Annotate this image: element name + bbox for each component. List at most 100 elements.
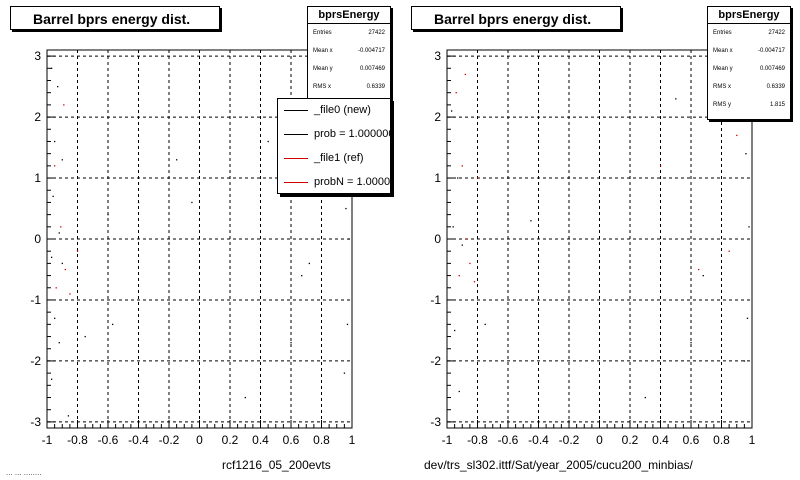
y-tick-label: 0 bbox=[34, 232, 41, 246]
y-tick-label: 1 bbox=[34, 171, 41, 185]
x-tick-label: -1 bbox=[442, 433, 453, 447]
scatter-point bbox=[746, 317, 749, 319]
legend-label: _file1 (ref) bbox=[314, 152, 364, 164]
scatter-point bbox=[461, 244, 463, 246]
scatter-point bbox=[301, 274, 303, 277]
y-tick-label: -3 bbox=[430, 415, 441, 429]
scatter-point bbox=[748, 226, 750, 228]
scatter-point bbox=[458, 274, 460, 277]
stats-value: 0.007469 bbox=[759, 66, 785, 72]
scatter-point bbox=[476, 177, 479, 179]
stats-value: 1.815 bbox=[769, 102, 785, 108]
scatter-point bbox=[457, 177, 459, 179]
scatter-point bbox=[466, 238, 468, 240]
scatter-point bbox=[343, 372, 346, 374]
stats-label: Entries bbox=[713, 30, 732, 36]
scatter-point bbox=[659, 165, 662, 167]
scatter-point bbox=[675, 98, 677, 100]
stats-value: 0.6339 bbox=[366, 84, 385, 90]
stats-label: Entries bbox=[313, 30, 332, 36]
scatter-point bbox=[450, 110, 453, 112]
right-stats-box: bprsEnergy Entries 27422 Mean x -0.00471… bbox=[707, 6, 791, 120]
stats-label: Mean y bbox=[713, 66, 733, 72]
scatter-point bbox=[54, 140, 56, 143]
legend-line-new bbox=[284, 110, 308, 111]
left-chart-title: Barrel bprs energy dist. bbox=[10, 6, 220, 30]
scatter-point bbox=[54, 165, 56, 167]
x-tick-label: 0.2 bbox=[622, 433, 639, 447]
scatter-point bbox=[346, 323, 349, 326]
scatter-point bbox=[191, 201, 193, 204]
x-tick-label: 0.8 bbox=[713, 433, 730, 447]
scatter-point bbox=[57, 85, 59, 88]
legend-line-new bbox=[284, 134, 308, 135]
scatter-point bbox=[454, 329, 456, 332]
legend-label: prob = 1.000000 bbox=[314, 128, 391, 140]
legend: _file0 (new) prob = 1.000000 _file1 (ref… bbox=[277, 98, 391, 194]
left-footer-caption: rcf1216_05_200evts bbox=[222, 458, 331, 472]
scatter-point bbox=[50, 67, 53, 69]
scatter-point bbox=[455, 92, 457, 94]
stats-row-mean-x: Mean x -0.004717 bbox=[308, 42, 390, 60]
stats-label: Mean y bbox=[313, 66, 333, 72]
stats-label: Mean x bbox=[313, 48, 333, 54]
legend-entry-file0: _file0 (new) bbox=[278, 99, 390, 123]
stats-row-rms-x: RMS x 0.6339 bbox=[708, 78, 790, 96]
x-tick-label: 0.4 bbox=[652, 433, 669, 447]
scatter-point bbox=[267, 140, 269, 143]
x-tick-label: -0.6 bbox=[498, 433, 519, 447]
scatter-point bbox=[473, 281, 476, 283]
x-tick-label: 0.2 bbox=[222, 433, 239, 447]
scatter-point bbox=[348, 238, 350, 240]
stats-row-entries: Entries 27422 bbox=[308, 24, 390, 42]
scatter-point bbox=[345, 207, 347, 210]
scatter-point bbox=[461, 165, 463, 167]
x-tick-label: 1 bbox=[349, 433, 356, 447]
y-tick-label: -1 bbox=[30, 293, 41, 307]
scatter-point bbox=[60, 226, 62, 228]
x-tick-label: 0.4 bbox=[252, 433, 269, 447]
stats-label: RMS x bbox=[713, 84, 731, 90]
stats-row-mean-y: Mean y 0.007469 bbox=[708, 60, 790, 78]
scatter-point bbox=[702, 274, 704, 277]
legend-label: _file0 (new) bbox=[314, 104, 371, 116]
scatter-point bbox=[507, 214, 509, 216]
scatter-point bbox=[698, 268, 700, 271]
x-tick-label: 0 bbox=[596, 433, 603, 447]
scatter-point bbox=[69, 293, 71, 295]
stats-value: 0.007469 bbox=[359, 66, 385, 72]
y-tick-label: 2 bbox=[34, 110, 41, 124]
x-tick-label: -0.4 bbox=[128, 433, 149, 447]
stats-row-mean-y: Mean y 0.007469 bbox=[308, 60, 390, 78]
stats-value: 27422 bbox=[368, 30, 385, 36]
left-panel: -1 -0.8 -0.6 -0.4 -0.2 0 0.2 0.4 0.6 0.8 1 -3 -2 -1 0 1… bbox=[30, 49, 355, 447]
x-tick-label: -0.2 bbox=[559, 433, 580, 447]
y-tick-label: 2 bbox=[434, 110, 441, 124]
y-tick-label: 3 bbox=[434, 49, 441, 63]
scatter-point bbox=[58, 342, 60, 344]
scatter-point bbox=[54, 317, 56, 319]
scatter-point bbox=[50, 378, 53, 380]
scatter-point bbox=[67, 415, 70, 417]
legend-line-ref bbox=[284, 158, 308, 159]
scatter-point bbox=[458, 390, 460, 393]
stats-label: RMS y bbox=[713, 102, 731, 108]
stats-value: 27422 bbox=[768, 30, 785, 36]
scatter-point bbox=[52, 195, 54, 198]
scatter-point bbox=[469, 262, 471, 265]
legend-entry-probn: probN = 1.000000 bbox=[278, 171, 390, 193]
stats-label: RMS x bbox=[313, 84, 331, 90]
scatter-point bbox=[61, 159, 63, 161]
scatter-point bbox=[690, 342, 692, 344]
stats-row-rms-y: RMS y 1.815 bbox=[708, 96, 790, 114]
x-tick-label: 0 bbox=[196, 433, 203, 447]
scatter-point bbox=[464, 73, 466, 76]
legend-line-ref bbox=[284, 182, 308, 183]
x-tick-label: -0.8 bbox=[467, 433, 488, 447]
x-tick-label: -0.6 bbox=[98, 433, 119, 447]
scatter-point bbox=[61, 262, 63, 265]
stats-value: 0.6339 bbox=[766, 84, 785, 90]
y-tick-label: 1 bbox=[434, 171, 441, 185]
scatter-point bbox=[137, 201, 140, 204]
scatter-point bbox=[743, 360, 746, 362]
